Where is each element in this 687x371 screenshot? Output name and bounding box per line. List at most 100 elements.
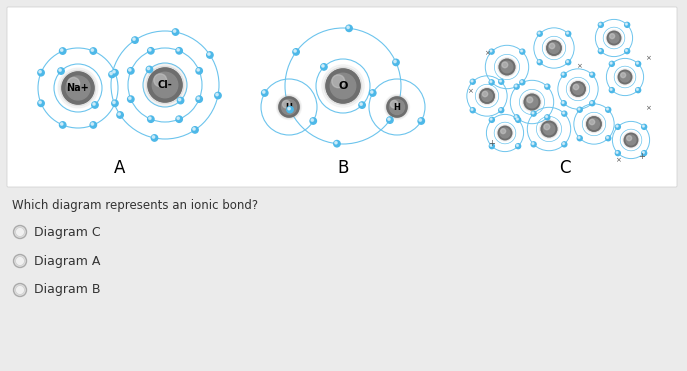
Circle shape: [387, 118, 390, 120]
Circle shape: [489, 49, 494, 54]
Circle shape: [549, 43, 559, 53]
Circle shape: [148, 47, 154, 54]
Circle shape: [197, 69, 199, 71]
Circle shape: [562, 73, 564, 75]
Circle shape: [262, 91, 265, 93]
Circle shape: [567, 32, 568, 34]
Circle shape: [599, 23, 601, 25]
Circle shape: [387, 117, 393, 123]
Circle shape: [471, 80, 473, 82]
Circle shape: [616, 151, 620, 156]
Circle shape: [112, 100, 118, 106]
Circle shape: [128, 69, 131, 71]
Text: +: +: [638, 151, 646, 161]
Text: A: A: [114, 159, 126, 177]
Circle shape: [177, 97, 183, 104]
Circle shape: [490, 50, 492, 52]
Circle shape: [92, 102, 98, 108]
Circle shape: [109, 71, 115, 78]
Circle shape: [148, 49, 151, 51]
Text: ×: ×: [467, 88, 473, 94]
Circle shape: [520, 49, 525, 54]
Circle shape: [113, 70, 115, 73]
Circle shape: [589, 119, 599, 129]
Circle shape: [335, 141, 337, 144]
Circle shape: [293, 49, 300, 55]
Circle shape: [39, 101, 41, 104]
Circle shape: [607, 31, 622, 45]
Text: H: H: [286, 102, 293, 112]
Circle shape: [490, 81, 492, 82]
Circle shape: [326, 69, 360, 103]
Circle shape: [91, 123, 93, 125]
Circle shape: [322, 65, 324, 67]
Text: Diagram B: Diagram B: [34, 283, 100, 296]
Circle shape: [545, 115, 550, 120]
Circle shape: [609, 61, 614, 66]
Circle shape: [193, 128, 195, 130]
Text: ×: ×: [615, 157, 621, 163]
Circle shape: [176, 47, 182, 54]
Circle shape: [326, 69, 360, 103]
Text: ×: ×: [484, 50, 490, 56]
Circle shape: [418, 118, 425, 124]
Circle shape: [531, 142, 536, 147]
Circle shape: [577, 136, 583, 141]
Circle shape: [58, 68, 64, 74]
Circle shape: [60, 48, 66, 54]
Text: ×: ×: [645, 55, 651, 61]
Circle shape: [516, 117, 521, 122]
Circle shape: [118, 113, 120, 115]
Circle shape: [585, 115, 603, 133]
Circle shape: [577, 107, 583, 112]
Circle shape: [609, 34, 615, 39]
Circle shape: [479, 88, 495, 104]
Circle shape: [521, 81, 523, 82]
Circle shape: [562, 102, 564, 104]
Circle shape: [610, 88, 612, 91]
Circle shape: [192, 127, 199, 133]
Circle shape: [598, 22, 603, 27]
Circle shape: [359, 102, 365, 108]
Circle shape: [624, 132, 638, 147]
Circle shape: [627, 136, 631, 141]
Circle shape: [524, 94, 540, 110]
Circle shape: [370, 91, 373, 93]
Circle shape: [517, 118, 519, 120]
Circle shape: [310, 118, 317, 124]
Circle shape: [543, 123, 555, 135]
Circle shape: [501, 129, 506, 134]
Circle shape: [502, 62, 508, 68]
Circle shape: [616, 125, 618, 127]
Circle shape: [215, 92, 221, 99]
Circle shape: [385, 95, 409, 119]
Circle shape: [499, 108, 504, 113]
Circle shape: [262, 90, 268, 96]
Circle shape: [196, 96, 203, 102]
Circle shape: [113, 101, 115, 104]
Circle shape: [635, 61, 641, 66]
Circle shape: [151, 135, 157, 141]
Circle shape: [498, 127, 512, 139]
Circle shape: [626, 135, 636, 145]
Circle shape: [128, 96, 134, 102]
Circle shape: [547, 41, 561, 55]
Circle shape: [578, 137, 580, 138]
Circle shape: [62, 72, 94, 104]
Circle shape: [59, 69, 61, 71]
Circle shape: [489, 144, 495, 149]
Circle shape: [527, 97, 533, 103]
Circle shape: [537, 31, 542, 36]
Circle shape: [514, 115, 519, 120]
Circle shape: [482, 91, 493, 101]
Circle shape: [148, 116, 154, 122]
Circle shape: [620, 72, 630, 82]
Circle shape: [607, 137, 609, 138]
Circle shape: [60, 49, 63, 51]
Circle shape: [390, 101, 398, 108]
Circle shape: [286, 106, 293, 113]
Circle shape: [522, 92, 541, 112]
Circle shape: [288, 108, 291, 110]
Circle shape: [497, 126, 513, 140]
Circle shape: [573, 83, 583, 94]
